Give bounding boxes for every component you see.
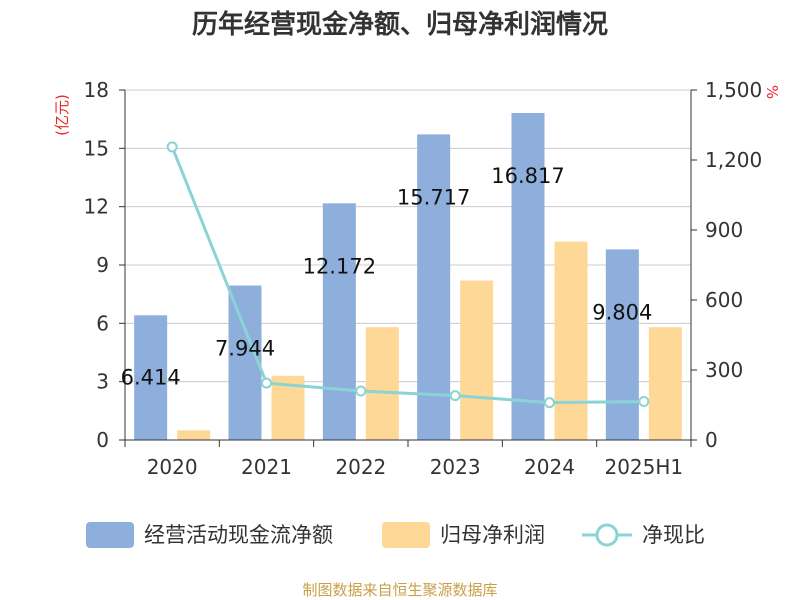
y-left-tick-label: 6 [96,311,109,335]
legend-label-ratio: 净现比 [642,523,705,547]
bar-layer [134,113,682,440]
y-left-tick-label: 0 [96,428,109,452]
y-right-tick-label: 0 [705,428,718,452]
x-tick-label: 2022 [335,455,386,479]
bar-cashflow [134,315,168,440]
bar-cashflow [417,134,451,440]
y-left-tick-label: 18 [84,78,109,102]
x-tick-label: 2021 [241,455,292,479]
y-left-tick-label: 12 [84,195,109,219]
bar-cashflow [605,249,639,440]
ratio-line [170,146,644,405]
chart-title: 历年经营现金净额、归母净利润情况 [192,9,608,40]
y-left-unit: (亿元) [53,94,71,136]
bar-cashflow [322,203,356,440]
ratio-point [449,390,461,402]
bar-netprofit [460,280,494,440]
data-label-cashflow: 9.804 [592,300,652,324]
ratio-point [166,141,178,153]
data-label-cashflow: 12.172 [303,254,376,278]
y-left-tick-label: 9 [96,253,109,277]
y-right-tick-label: 1,200 [705,148,762,172]
data-label-cashflow: 16.817 [491,164,564,188]
x-tick-label: 2025H1 [604,455,683,479]
source-note: 制图数据来自恒生聚源数据库 [302,581,497,599]
data-label-cashflow: 7.944 [215,337,275,361]
y-left-tick-label: 3 [96,370,109,394]
y-right-tick-label: 300 [705,358,743,382]
legend-label-cashflow: 经营活动现金流净额 [144,523,333,547]
axes-layer: 0 3 6 9 12 15 18 0 300 600 900 1,200 1,500 2020 2021 20… [84,78,763,479]
line-layer [166,141,650,409]
ratio-point [261,377,272,389]
bar-netprofit [554,241,588,440]
data-label-cashflow: 15.717 [397,185,470,209]
x-tick-label: 2023 [430,455,481,479]
y-right-tick-label: 600 [705,288,743,312]
ratio-point [544,397,555,409]
legend-label-netprofit: 归母净利润 [440,523,545,547]
y-right-tick-label: 900 [705,218,743,242]
ratio-point [355,385,367,397]
bar-cashflow [511,113,545,440]
y-right-unit: % [763,85,781,99]
data-label-cashflow: 6.414 [121,366,181,390]
bar-cashflow [228,285,262,440]
y-left-tick-label: 15 [84,136,109,160]
legend: 经营活动现金流净额 归母净利润 净现比 [86,522,705,548]
bar-netprofit [177,430,211,440]
bar-netprofit [365,327,399,440]
bar-netprofit [648,327,682,440]
x-tick-label: 2020 [147,455,198,479]
y-right-tick-label: 1,500 [705,78,762,102]
ratio-point [638,396,650,407]
data-label-layer: 6.414 7.944 12.172 15.717 16.817 9.804 [121,164,653,390]
x-tick-label: 2024 [524,455,575,479]
legend-swatch-cashflow [86,522,134,548]
legend-swatch-ratio-marker [595,523,619,547]
legend-swatch-netprofit [382,522,430,548]
